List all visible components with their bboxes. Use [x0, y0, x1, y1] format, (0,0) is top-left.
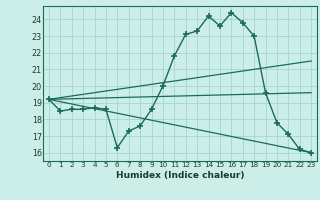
X-axis label: Humidex (Indice chaleur): Humidex (Indice chaleur) — [116, 171, 244, 180]
